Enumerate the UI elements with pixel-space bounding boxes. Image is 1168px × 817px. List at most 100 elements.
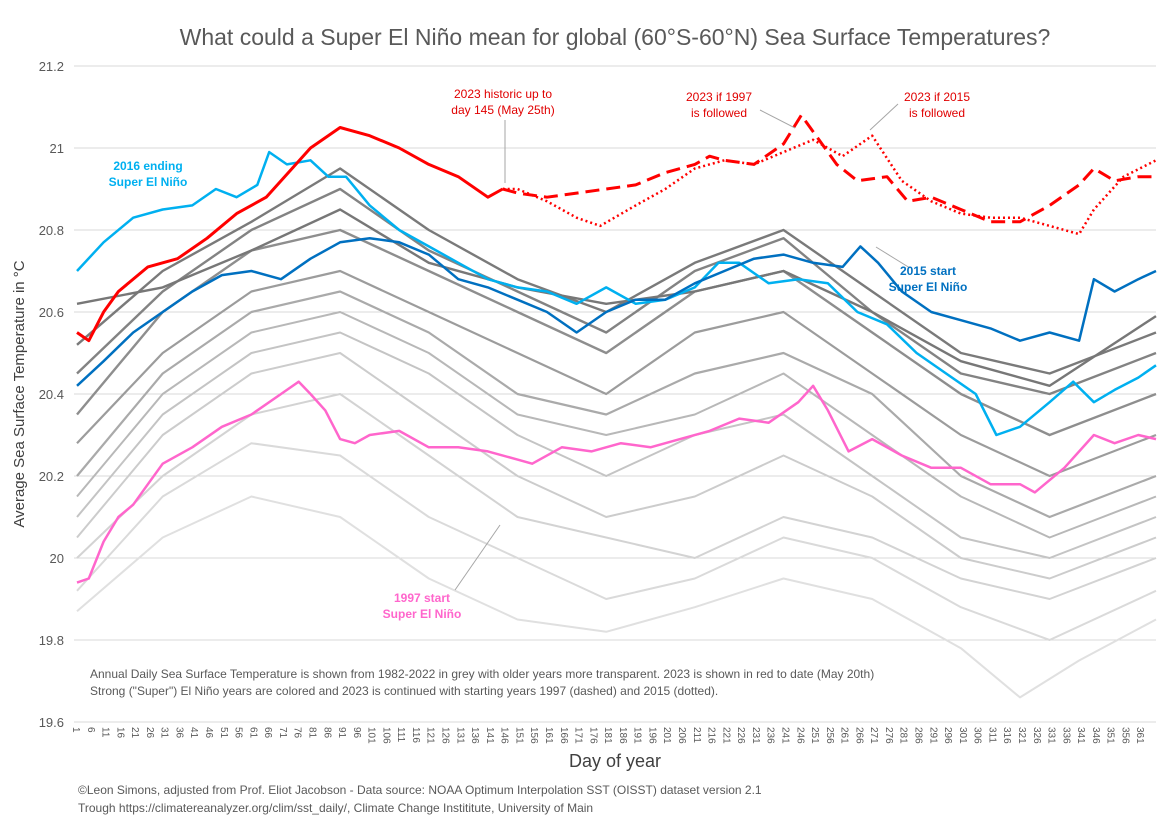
y-tick-label: 21 xyxy=(50,141,64,156)
x-tick-label: 11 xyxy=(100,727,111,738)
x-tick-label: 226 xyxy=(735,727,746,744)
annotation-line: Super El Niño xyxy=(109,175,188,189)
series-grey-12 xyxy=(76,208,1157,387)
annotation-line: day 145 (May 25th) xyxy=(451,103,554,117)
x-tick-label: 356 xyxy=(1119,727,1130,744)
footer-credits: ©Leon Simons, adjusted from Prof. Eliot … xyxy=(78,781,762,817)
x-tick-label: 21 xyxy=(129,727,140,739)
annotation-line: 1997 start xyxy=(394,591,450,605)
annotation-leaders xyxy=(454,103,911,591)
annotation-line: Super El Niño xyxy=(889,280,968,294)
x-tick-label: 251 xyxy=(809,727,820,744)
annotations: 2016 ending Super El Niño 2023 historic up… xyxy=(109,87,971,621)
annotation-a2015: 2015 start Super El Niño xyxy=(889,264,968,294)
x-tick-label: 16 xyxy=(114,727,125,739)
annotation-a1997f: 2023 if 1997 is followed xyxy=(686,90,752,120)
leader-line xyxy=(454,524,501,591)
series-grey-8 xyxy=(76,269,1157,478)
y-tick-label: 21.2 xyxy=(39,59,64,74)
series-grey-2 xyxy=(76,442,1157,641)
x-tick-label: 51 xyxy=(218,727,229,739)
x-tick-label: 166 xyxy=(558,727,569,744)
x-tick-label: 76 xyxy=(292,727,303,739)
annotation-a1997: 1997 start Super El Niño xyxy=(383,591,462,621)
series-grey-1 xyxy=(76,495,1157,699)
x-tick-label: 261 xyxy=(839,727,850,744)
series-lines xyxy=(76,113,1157,699)
y-axis-label: Average Sea Surface Temperature in °C xyxy=(11,260,28,527)
series-2023-if-2015 xyxy=(502,134,1157,236)
series-grey-7 xyxy=(76,290,1157,519)
y-tick-label: 20 xyxy=(50,551,64,566)
x-tick-label: 186 xyxy=(617,727,628,744)
series-1997 xyxy=(76,380,1157,584)
x-tick-label: 191 xyxy=(632,727,643,744)
series-grey-11 xyxy=(76,167,1157,375)
x-tick-label: 36 xyxy=(173,727,184,739)
x-tick-label: 131 xyxy=(454,727,465,744)
x-tick-label: 61 xyxy=(247,727,258,739)
x-tick-label: 336 xyxy=(1060,727,1071,744)
series-2015 xyxy=(76,236,1157,387)
x-tick-label: 266 xyxy=(853,727,864,744)
x-tick-label: 221 xyxy=(720,727,731,744)
series-grey-5 xyxy=(76,331,1157,559)
y-tick-label: 20.4 xyxy=(39,387,64,402)
x-tick-label: 1 xyxy=(70,727,81,733)
x-tick-label: 41 xyxy=(188,727,199,739)
x-tick-label: 6 xyxy=(85,727,96,733)
x-tick-label: 156 xyxy=(528,727,539,744)
series-2023 xyxy=(76,126,504,343)
leader-line xyxy=(869,103,899,131)
y-tick-label: 19.6 xyxy=(39,715,64,730)
x-tick-label: 96 xyxy=(351,727,362,739)
x-tick-label: 116 xyxy=(410,727,421,743)
x-tick-label: 56 xyxy=(233,727,244,739)
x-tick-label: 106 xyxy=(380,727,391,744)
annotation-line: 2016 ending xyxy=(113,159,182,173)
series-grey-4 xyxy=(76,352,1157,580)
leader-line xyxy=(875,246,911,269)
annotation-line: is followed xyxy=(909,106,965,120)
chart-notes: Annual Daily Sea Surface Temperature is … xyxy=(90,666,874,700)
annotation-line: 2023 historic up to xyxy=(454,87,552,101)
x-tick-label: 201 xyxy=(661,727,672,744)
x-tick-label: 26 xyxy=(144,727,155,739)
x-tick-label: 66 xyxy=(262,727,273,739)
footer-line-2: Trough https://climatereanalyzer.org/cli… xyxy=(78,801,594,815)
x-tick-label: 311 xyxy=(986,727,997,743)
y-tick-label: 20.6 xyxy=(39,305,64,320)
x-tick-label: 31 xyxy=(159,727,170,739)
x-tick-label: 241 xyxy=(779,727,790,744)
x-tick-label: 296 xyxy=(942,727,953,744)
x-tick-label: 211 xyxy=(691,727,702,743)
x-tick-label: 81 xyxy=(306,727,317,739)
x-tick-label: 136 xyxy=(469,727,480,744)
x-tick-label: 361 xyxy=(1134,727,1145,744)
series-2016 xyxy=(76,150,1157,437)
x-tick-label: 101 xyxy=(366,727,377,744)
x-tick-label: 121 xyxy=(425,727,436,744)
series-grey-10 xyxy=(76,187,1157,396)
x-tick-label: 206 xyxy=(676,727,687,744)
footer-line-1: ©Leon Simons, adjusted from Prof. Eliot … xyxy=(78,783,762,797)
x-tick-label: 181 xyxy=(602,727,613,744)
x-tick-label: 286 xyxy=(913,727,924,744)
series-grey-6 xyxy=(76,311,1157,539)
series-grey-9 xyxy=(76,228,1157,437)
x-tick-label: 176 xyxy=(587,727,598,744)
annotation-line: 2015 start xyxy=(900,264,956,278)
x-tick-label: 86 xyxy=(321,727,332,739)
annotation-a2023: 2023 historic up to day 145 (May 25th) xyxy=(451,87,554,117)
leader-line xyxy=(759,109,796,129)
x-tick-label: 281 xyxy=(898,727,909,744)
x-tick-label: 331 xyxy=(1046,727,1057,744)
x-tick-label: 236 xyxy=(765,727,776,744)
x-tick-label: 256 xyxy=(824,727,835,744)
series-2023-if-1997 xyxy=(502,113,1156,224)
x-tick-label: 231 xyxy=(750,727,761,744)
x-tick-label: 246 xyxy=(794,727,805,744)
x-tick-label: 291 xyxy=(927,727,938,744)
x-tick-label: 301 xyxy=(957,727,968,744)
